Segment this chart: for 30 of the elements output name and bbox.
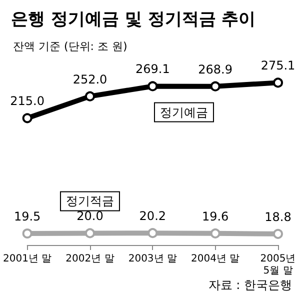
point bbox=[148, 228, 158, 238]
x-tick-label: 2002년 말 bbox=[66, 254, 114, 264]
x-tick-label: 2003년 말 bbox=[128, 254, 177, 264]
x-tick-label: 2001년 말 bbox=[2, 254, 52, 264]
point bbox=[210, 81, 220, 92]
data-label: 275.1 bbox=[260, 58, 296, 73]
series-label: 정기예금 bbox=[160, 105, 208, 120]
data-label: 215.0 bbox=[10, 94, 44, 108]
point bbox=[84, 91, 95, 102]
point bbox=[210, 228, 220, 238]
point bbox=[84, 228, 95, 238]
data-label: 19.6 bbox=[202, 209, 229, 224]
x-tick-label: 2004년 말 bbox=[191, 254, 240, 264]
point bbox=[22, 113, 32, 124]
data-label: 20.0 bbox=[76, 209, 104, 224]
data-label: 20.2 bbox=[139, 209, 166, 224]
point bbox=[273, 78, 283, 88]
text: 자료 : 한국은행 bbox=[208, 278, 292, 292]
data-label: 18.8 bbox=[264, 210, 292, 224]
text: 정기적금 bbox=[66, 194, 114, 208]
chart-title: 은행 정기예금 및 정기적금 추이 bbox=[11, 10, 256, 30]
point bbox=[22, 228, 32, 238]
point bbox=[273, 228, 283, 239]
point bbox=[148, 81, 158, 92]
chart-subtitle: 잔액 기준 (단위: 조 원) bbox=[13, 40, 128, 53]
data-label: 19.5 bbox=[14, 209, 41, 224]
data-label: 269.1 bbox=[135, 62, 170, 76]
data-label: 252.0 bbox=[72, 72, 108, 86]
x-tick-label: 2005년 5월 말 bbox=[260, 254, 296, 276]
data-label: 268.9 bbox=[198, 62, 233, 76]
